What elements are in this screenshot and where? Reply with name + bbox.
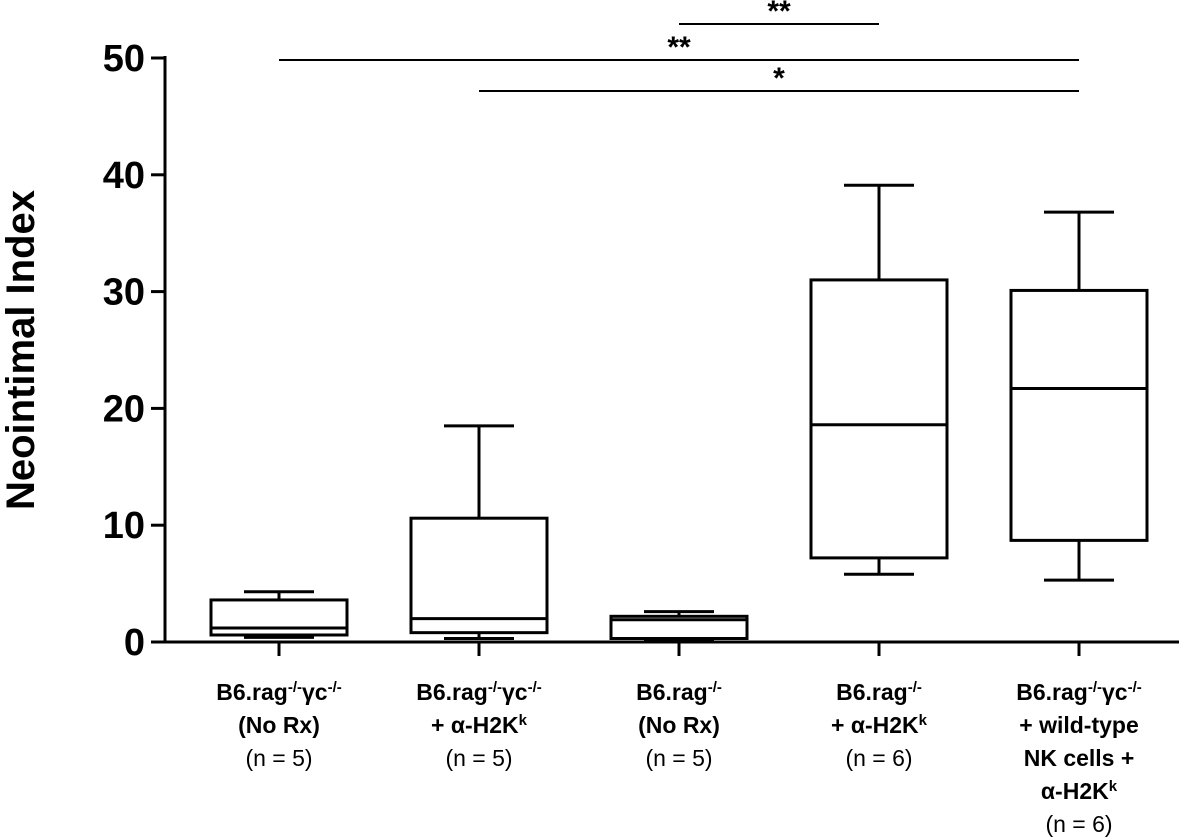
box-group [609, 610, 749, 642]
category-label: B6.rag-/-γc-/- [416, 679, 542, 706]
box-group [809, 183, 949, 576]
category-label: + α-H2Kk [831, 712, 928, 739]
category-n-label: (n = 6) [1045, 811, 1112, 837]
category-n-label: (n = 5) [645, 745, 712, 771]
y-tick-label: 30 [103, 272, 145, 314]
y-tick-label: 10 [103, 505, 145, 547]
y-tick-label: 20 [103, 388, 145, 430]
category-n-label: (n = 6) [845, 745, 912, 771]
category-label: α-H2Kk [1041, 778, 1118, 805]
category-label: B6.rag-/- [636, 679, 722, 706]
significance-brackets: ***** [279, 0, 1079, 95]
significance-label: ** [767, 0, 791, 28]
category-n-label: (n = 5) [245, 745, 312, 771]
y-axis-title: Neointimal Index [0, 190, 43, 510]
category-label: B6.rag-/- [836, 679, 922, 706]
x-axis [163, 640, 1179, 656]
y-tick-label: 40 [103, 155, 145, 197]
box [209, 598, 349, 637]
category-labels: B6.rag-/-γc-/- (No Rx) (n = 5) B6.rag-/-γc-… [216, 679, 1142, 838]
significance-label: ** [667, 31, 691, 64]
box [1009, 288, 1149, 542]
category-label: B6.rag-/-γc-/- [216, 679, 342, 706]
box [409, 516, 549, 635]
category-label: + α-H2Kk [431, 712, 528, 739]
category-label: NK cells + [1024, 745, 1135, 771]
category-label: (No Rx) [238, 712, 320, 738]
category-label: + wild-type [1019, 712, 1139, 738]
box-group [209, 590, 349, 639]
box [809, 278, 949, 560]
boxes [209, 183, 1149, 642]
y-axis: 0 10 20 30 40 50 [103, 38, 167, 664]
significance-label: * [773, 62, 785, 95]
box [609, 614, 749, 640]
category-label: (No Rx) [638, 712, 720, 738]
category-n-label: (n = 5) [445, 745, 512, 771]
box-group [1009, 210, 1149, 582]
category-label: B6.rag-/-γc-/- [1016, 679, 1142, 706]
y-tick-label: 50 [103, 38, 145, 80]
y-tick-label: 0 [124, 622, 145, 664]
box-group [409, 424, 549, 640]
